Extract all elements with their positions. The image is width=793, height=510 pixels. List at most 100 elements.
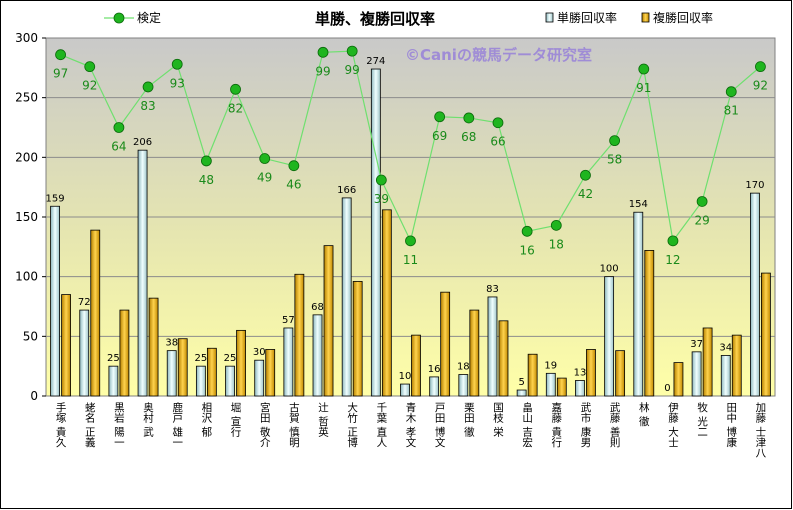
legend-swatch-place (641, 12, 650, 23)
test-count-label: 58 (607, 153, 622, 167)
category-label: 古賀 慎明 (288, 401, 300, 448)
test-count-label: 42 (578, 187, 593, 201)
category-label: 蛯名 正義 (84, 401, 96, 447)
test-point (434, 111, 446, 123)
legend: 検定 単勝回収率 複勝回収率 (104, 10, 713, 25)
category-label: 手塚 貴久 (55, 401, 67, 448)
test-count-label: 18 (549, 237, 564, 251)
legend-swatch-win (545, 12, 554, 23)
win-return-value-label: 159 (46, 193, 65, 204)
place-return-bar (556, 377, 567, 397)
win-return-value-label: 57 (282, 315, 295, 326)
category-label: 国枝 栄 (492, 402, 504, 438)
test-point (725, 86, 737, 98)
test-point (142, 81, 154, 93)
test-count-label: 29 (694, 213, 709, 227)
win-return-value-label: 19 (544, 360, 557, 371)
test-count-label: 39 (374, 192, 389, 206)
win-return-value-label: 170 (745, 180, 764, 191)
test-point (638, 63, 650, 75)
win-return-bar (225, 365, 235, 397)
place-return-bar (440, 291, 451, 397)
test-point (492, 117, 504, 129)
win-return-value-label: 154 (629, 199, 648, 210)
test-point (667, 235, 679, 247)
test-point (405, 235, 416, 247)
watermark: ©Caniの競馬データ研究室 (405, 46, 592, 64)
win-return-bar (429, 376, 440, 397)
place-return-bar (90, 229, 101, 397)
test-point (200, 155, 212, 167)
category-label: 宮田 敬介 (259, 401, 271, 447)
win-return-bar (341, 197, 352, 397)
test-count-label: 93 (170, 76, 185, 90)
category-label: 千葉 直人 (375, 402, 387, 447)
win-return-bar (254, 359, 265, 397)
win-return-value-label: 100 (600, 264, 619, 275)
win-return-bar (79, 309, 90, 397)
place-return-bar (586, 349, 596, 397)
test-count-label: 48 (199, 173, 214, 187)
test-point (521, 225, 533, 237)
legend-marker (113, 12, 125, 24)
win-return-bar (750, 192, 760, 397)
test-point (259, 153, 271, 164)
category-label: 畠山 吉宏 (521, 401, 533, 448)
test-point (755, 61, 766, 73)
place-return-bar (469, 309, 480, 397)
category-label: 加藤 士津八 (754, 402, 766, 458)
test-count-label: 92 (82, 79, 97, 93)
test-point (113, 122, 125, 133)
place-return-bar (381, 209, 392, 397)
win-return-bar (137, 149, 148, 397)
test-point (463, 112, 475, 124)
test-point (171, 58, 183, 70)
place-return-bar (119, 309, 130, 397)
test-count-label: 16 (519, 243, 534, 257)
y-tick-label: 100 (15, 270, 38, 284)
win-return-bar (516, 389, 527, 397)
legend-label-win: 単勝回収率 (557, 10, 617, 25)
win-return-value-label: 5 (518, 377, 524, 388)
win-return-value-label: 68 (311, 302, 324, 313)
place-return-bar (702, 327, 713, 397)
test-count-label: 66 (490, 135, 505, 149)
test-count-label: 83 (140, 99, 155, 113)
place-return-bar (644, 250, 655, 397)
place-return-bar (265, 349, 276, 397)
test-count-label: 69 (432, 129, 447, 143)
y-tick-label: 300 (15, 31, 38, 45)
place-return-bar (61, 294, 71, 397)
test-point (580, 169, 591, 181)
win-return-value-label: 38 (165, 338, 178, 349)
test-point (346, 45, 358, 57)
category-label: 青木 孝文 (405, 401, 417, 448)
win-return-bar (195, 365, 206, 397)
place-return-bar (323, 245, 334, 397)
place-return-bar (498, 320, 509, 397)
test-count-label: 82 (228, 101, 243, 115)
win-return-bar (604, 276, 615, 397)
category-label: 武市 康男 (579, 401, 591, 448)
test-point (609, 135, 621, 147)
test-point (375, 174, 387, 186)
win-return-value-label: 72 (78, 297, 91, 308)
test-count-label: 49 (257, 171, 272, 185)
win-return-value-label: 0 (664, 383, 670, 394)
win-return-bar (108, 365, 119, 397)
win-return-value-label: 37 (690, 339, 703, 350)
place-return-bar (673, 362, 684, 397)
place-return-bar (731, 334, 742, 397)
win-return-bar (283, 327, 294, 397)
place-return-bar (177, 338, 188, 397)
win-return-value-label: 274 (366, 56, 385, 67)
place-return-bar (148, 297, 159, 397)
test-count-label: 99 (315, 64, 330, 78)
win-return-value-label: 16 (428, 364, 441, 375)
win-return-bar (50, 205, 60, 397)
legend-label-test: 検定 (137, 10, 161, 25)
category-label: 堀 宣行 (230, 402, 242, 438)
y-tick-label: 150 (15, 210, 38, 224)
test-count-label: 81 (724, 104, 739, 118)
